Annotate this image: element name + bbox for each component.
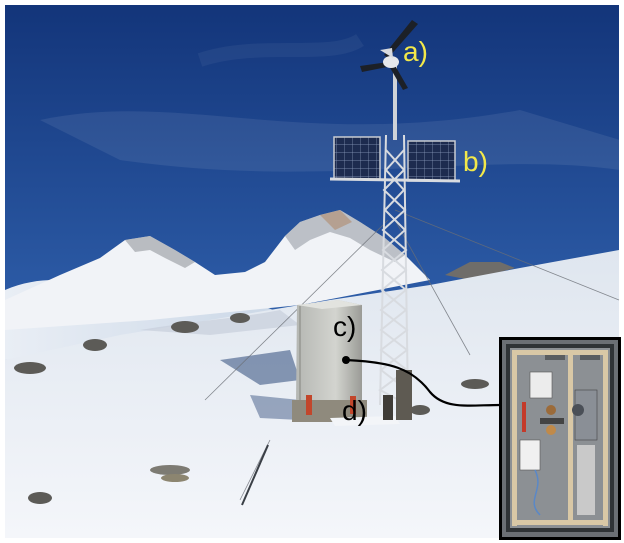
equipment-enclosure [292,300,400,426]
solar-panels [329,136,461,183]
enclosure-interior-inset [499,337,621,540]
pointer-line [345,358,501,407]
left-mountain [5,210,430,330]
label-c-enclosure: c) [333,311,357,342]
label-a-wind-turbine: a) [403,36,428,67]
sensor-base [383,370,412,420]
label-b-solar-panels: b) [463,146,488,177]
label-d-sensor-base: d) [342,395,367,426]
rocks [14,313,489,504]
wind-turbine [360,20,418,90]
